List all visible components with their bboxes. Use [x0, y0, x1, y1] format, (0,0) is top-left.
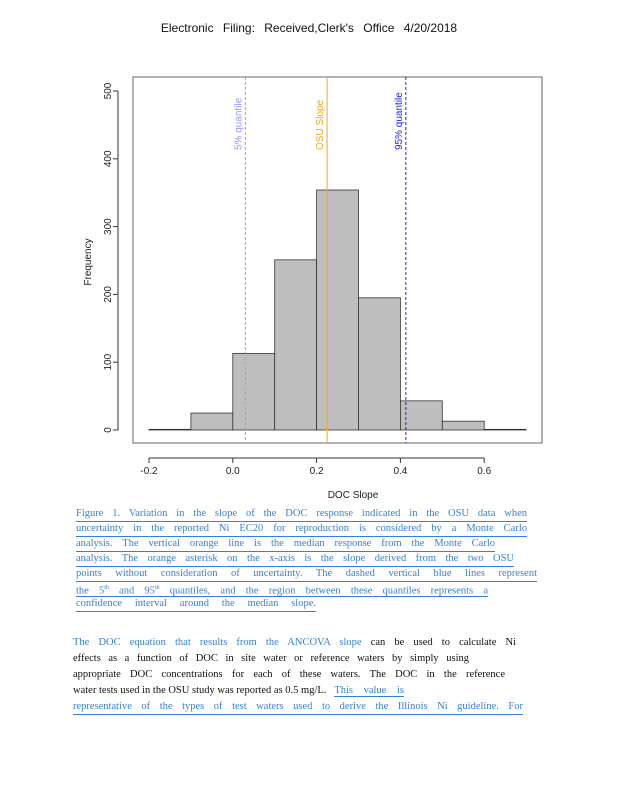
- caption-text: the 5: [76, 585, 105, 597]
- paragraph-line: representative of the types of test wate…: [73, 700, 523, 715]
- paragraph-line: water tests used in the OSU study was re…: [73, 684, 468, 698]
- paragraph-line: appropriate DOC concentrations for each …: [73, 669, 505, 680]
- y-axis-label: Frequency: [83, 238, 94, 285]
- histogram-bar: [190, 412, 234, 431]
- x-tick-label: 0.0: [226, 466, 240, 477]
- histogram-bar: [483, 428, 527, 431]
- caption-text: quantiles, and the region between these …: [159, 585, 488, 597]
- x-tick-label: -0.2: [140, 466, 158, 477]
- caption-line: Figure 1. Variation in the slope of the …: [76, 507, 527, 522]
- caption-line: uncertainty in the reported Ni EC20 for …: [76, 522, 527, 537]
- caption-line: confidence interval around the median sl…: [76, 597, 316, 612]
- caption-line: analysis. The vertical orange line is th…: [76, 537, 495, 552]
- y-tick-label: 200: [103, 286, 114, 303]
- paragraph-text-blue: The DOC equation that results from the A…: [73, 637, 362, 648]
- y-tick-label: 500: [103, 82, 114, 99]
- y-tick-label: 300: [103, 218, 114, 235]
- paragraph-text-blue: This value is: [334, 685, 404, 697]
- histogram-bar: [148, 428, 192, 431]
- y-tick-label: 100: [103, 353, 114, 370]
- y-tick-label: 0: [103, 427, 114, 433]
- histogram-bar: [441, 420, 485, 431]
- vline-label: 5% quantile: [233, 97, 244, 150]
- page-header: Electronic Filing: Received,Clerk's Offi…: [160, 21, 458, 35]
- caption-text: and 95: [108, 585, 155, 597]
- caption-sup: th: [154, 585, 160, 591]
- histogram-bar: [316, 189, 359, 431]
- x-tick-label: 0.6: [477, 466, 491, 477]
- histogram-bar: [358, 297, 401, 431]
- vline-label: 95% quantile: [394, 92, 405, 150]
- histogram-chart: 5% quantile OSU Slope 95% quantile * -0.2 0.…: [83, 76, 543, 501]
- paragraph-text: water tests used in the OSU study was re…: [73, 685, 327, 696]
- vline-label: OSU Slope: [315, 100, 326, 150]
- histogram-bar: [232, 352, 276, 431]
- caption-line: points without consideration of uncertai…: [76, 567, 537, 582]
- paragraph-line: effects as a function of DOC in site wat…: [73, 653, 469, 664]
- caption-line: the 5th and 95th quantiles, and the regi…: [76, 582, 488, 597]
- asterisk-marker: *: [324, 425, 330, 438]
- x-axis-label: DOC Slope: [328, 490, 379, 501]
- x-tick-label: 0.2: [310, 466, 324, 477]
- paragraph-text: can be used to calculate Ni: [361, 637, 516, 648]
- caption-sup: th: [104, 585, 109, 591]
- histogram-bar: [274, 259, 318, 431]
- plot-frame: [132, 76, 543, 444]
- histogram-bar: [399, 400, 443, 431]
- y-tick-label: 400: [103, 150, 114, 167]
- caption-line: analysis. The orange asterisk on the x-a…: [76, 552, 514, 567]
- x-tick-label: 0.4: [393, 466, 407, 477]
- paragraph-line: The DOC equation that results from the A…: [73, 636, 516, 650]
